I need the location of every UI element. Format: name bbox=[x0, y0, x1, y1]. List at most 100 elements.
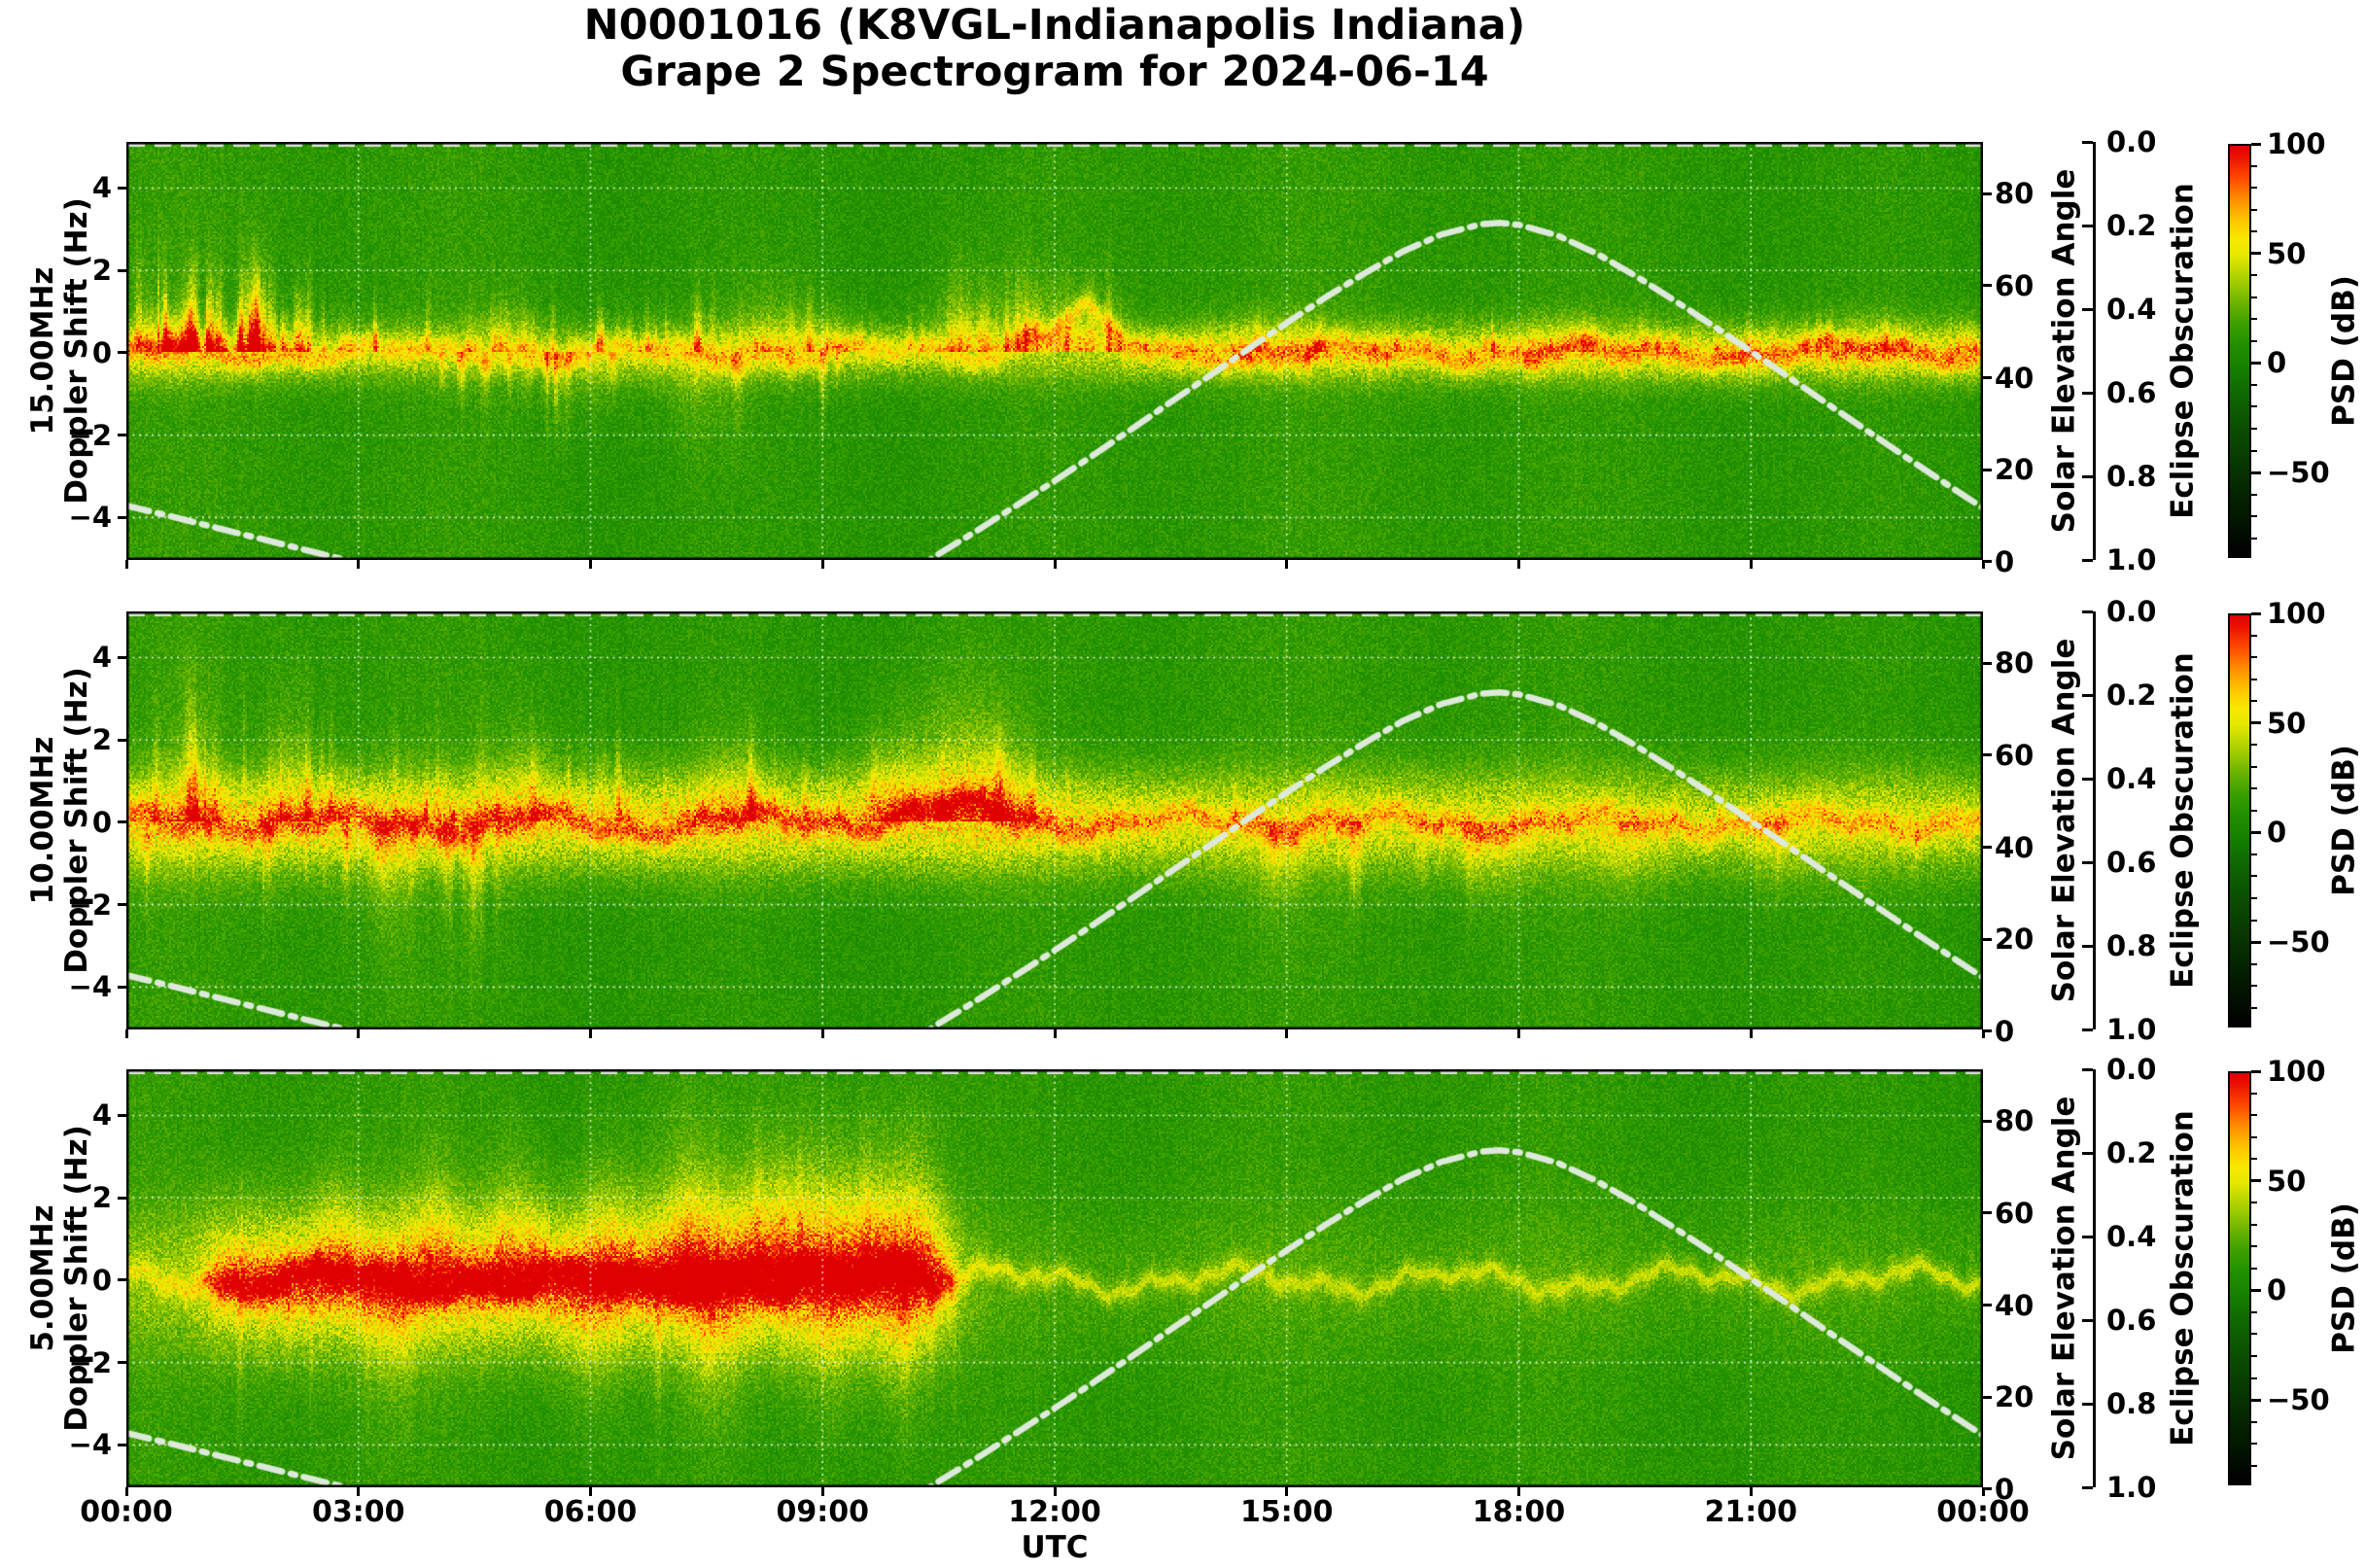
colorbar-minor-tick bbox=[2251, 1223, 2257, 1226]
solar-tick-label: 40 bbox=[1995, 830, 2035, 864]
colorbar-minor-tick bbox=[2251, 1114, 2257, 1117]
solar-tick-mark bbox=[1983, 192, 1992, 195]
utc-tick-mark bbox=[589, 560, 592, 569]
utc-tick-mark bbox=[1285, 1487, 1289, 1496]
psd-colorbar bbox=[2228, 144, 2251, 558]
doppler-tick-mark bbox=[118, 903, 126, 907]
colorbar-minor-tick bbox=[2251, 985, 2257, 988]
utc-tick-mark bbox=[1981, 560, 1985, 569]
eclipse-tick-mark bbox=[2082, 558, 2093, 562]
eclipse-tick-mark bbox=[2082, 1485, 2093, 1489]
doppler-tick-label: 4 bbox=[91, 641, 112, 675]
utc-tick-mark bbox=[820, 1487, 824, 1496]
utc-tick-mark bbox=[357, 1029, 361, 1038]
colorbar-major-tick bbox=[2251, 142, 2261, 146]
eclipse-tick-mark bbox=[2082, 1318, 2093, 1322]
eclipse-tick-mark bbox=[2082, 610, 2093, 613]
overlay-canvas-10mhz bbox=[126, 611, 1983, 1029]
colorbar-minor-tick bbox=[2251, 537, 2257, 540]
colorbar-minor-tick bbox=[2251, 1420, 2257, 1423]
colorbar-minor-tick bbox=[2251, 208, 2257, 211]
utc-tick-mark bbox=[820, 1029, 824, 1038]
solar-tick-mark bbox=[1983, 560, 1992, 564]
utc-tick-mark bbox=[124, 1487, 128, 1496]
doppler-tick-mark bbox=[118, 738, 126, 742]
utc-tick-mark bbox=[1749, 1487, 1753, 1496]
doppler-tick-mark bbox=[118, 655, 126, 659]
eclipse-tick-label: 0.0 bbox=[2106, 595, 2157, 628]
overlay-canvas-15mhz bbox=[126, 142, 1983, 560]
figure-title-line1: N0001016 (K8VGL-Indianapolis Indiana) bbox=[583, 1, 1526, 50]
eclipse-tick-label: 0.2 bbox=[2106, 209, 2157, 242]
utc-tick-label: 06:00 bbox=[543, 1495, 638, 1529]
doppler-tick-label: 0 bbox=[91, 335, 112, 369]
spectrogram-panel-5mhz bbox=[126, 1069, 1983, 1487]
doppler-tick-mark bbox=[118, 1196, 126, 1200]
colorbar-minor-tick bbox=[2251, 1006, 2257, 1009]
colorbar-minor-tick bbox=[2251, 919, 2257, 922]
colorbar-major-tick bbox=[2251, 1288, 2261, 1292]
colorbar-minor-tick bbox=[2251, 493, 2257, 496]
eclipse-axis-spine bbox=[2093, 1069, 2096, 1487]
solar-tick-label: 60 bbox=[1995, 268, 2035, 302]
colorbar-minor-tick bbox=[2251, 809, 2257, 812]
doppler-tick-label: 4 bbox=[91, 171, 112, 205]
colorbar-minor-tick bbox=[2251, 1092, 2257, 1095]
eclipse-tick-label: 0.2 bbox=[2106, 1136, 2157, 1169]
solar-tick-label: 80 bbox=[1995, 177, 2035, 211]
eclipse-tick-label: 0.8 bbox=[2106, 1387, 2157, 1420]
utc-tick-mark bbox=[1285, 1029, 1289, 1038]
doppler-tick-mark bbox=[118, 268, 126, 272]
colorbar-minor-tick bbox=[2251, 656, 2257, 659]
colorbar-tick-label: 0 bbox=[2267, 816, 2287, 850]
utc-tick-mark bbox=[357, 1487, 361, 1496]
colorbar-tick-label: 0 bbox=[2267, 1273, 2287, 1307]
colorbar-tick-label: 50 bbox=[2267, 706, 2307, 740]
eclipse-tick-label: 0.8 bbox=[2106, 460, 2157, 493]
eclipse-axis-spine bbox=[2093, 611, 2096, 1029]
eclipse-tick-mark bbox=[2082, 1235, 2093, 1238]
eclipse-tick-label: 1.0 bbox=[2106, 1013, 2157, 1046]
solar-tick-mark bbox=[1983, 376, 1992, 380]
eclipse-tick-label: 0.0 bbox=[2106, 125, 2157, 158]
eclipse-tick-mark bbox=[2082, 1402, 2093, 1406]
doppler-tick-mark bbox=[118, 985, 126, 989]
doppler-tick-label: −4 bbox=[68, 1428, 112, 1462]
doppler-tick-mark bbox=[118, 1278, 126, 1282]
eclipse-tick-mark bbox=[2082, 474, 2093, 478]
figure-title: N0001016 (K8VGL-Indianapolis Indiana) Gr… bbox=[83, 2, 2027, 95]
utc-tick-mark bbox=[1749, 1029, 1753, 1038]
doppler-tick-label: 2 bbox=[91, 254, 112, 288]
colorbar-minor-tick bbox=[2251, 1464, 2257, 1467]
figure-title-line2: Grape 2 Spectrogram for 2024-06-14 bbox=[620, 48, 1489, 96]
colorbar-minor-tick bbox=[2251, 765, 2257, 768]
solar-tick-label: 20 bbox=[1995, 453, 2035, 487]
eclipse-tick-mark bbox=[2082, 944, 2093, 948]
utc-tick-label: 00:00 bbox=[80, 1495, 173, 1529]
colorbar-minor-tick bbox=[2251, 1245, 2257, 1248]
doppler-tick-label: −2 bbox=[68, 888, 112, 922]
eclipse-tick-label: 1.0 bbox=[2106, 543, 2157, 576]
doppler-tick-label: −2 bbox=[68, 1345, 112, 1379]
colorbar-major-tick bbox=[2251, 252, 2261, 256]
colorbar-minor-tick bbox=[2251, 405, 2257, 408]
colorbar-minor-tick bbox=[2251, 700, 2257, 703]
doppler-tick-mark bbox=[118, 1113, 126, 1117]
utc-tick-mark bbox=[124, 1029, 128, 1038]
eclipse-tick-label: 0.4 bbox=[2106, 1220, 2157, 1253]
spectrogram-panel-15mhz bbox=[126, 142, 1983, 560]
utc-tick-mark bbox=[1749, 560, 1753, 569]
utc-tick-mark bbox=[1053, 560, 1057, 569]
utc-tick-label: 18:00 bbox=[1472, 1495, 1566, 1529]
solar-tick-label: 0 bbox=[1995, 1472, 2015, 1506]
solar-tick-label: 40 bbox=[1995, 361, 2035, 395]
doppler-tick-label: −4 bbox=[68, 501, 112, 535]
colorbar-minor-tick bbox=[2251, 678, 2257, 680]
utc-tick-mark bbox=[124, 560, 128, 569]
colorbar-major-tick bbox=[2251, 470, 2261, 474]
eclipse-tick-mark bbox=[2082, 860, 2093, 864]
colorbar-minor-tick bbox=[2251, 515, 2257, 518]
solar-tick-mark bbox=[1983, 937, 1992, 941]
colorbar-minor-tick bbox=[2251, 428, 2257, 431]
doppler-tick-mark bbox=[118, 1361, 126, 1365]
